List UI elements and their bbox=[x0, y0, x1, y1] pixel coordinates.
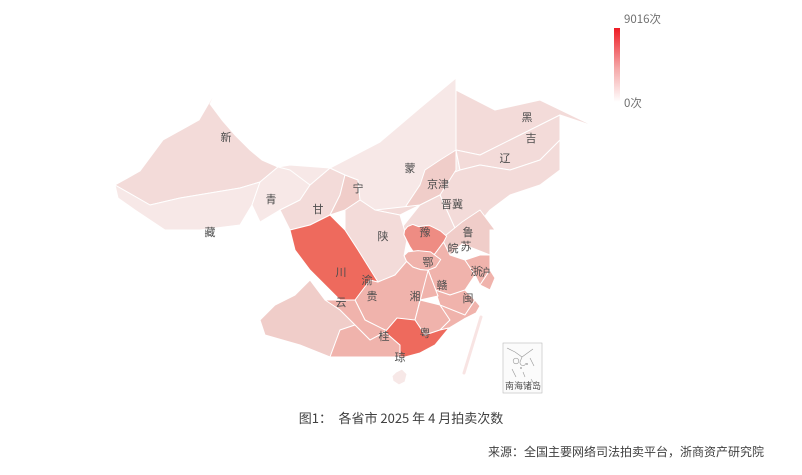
svg-text:青: 青 bbox=[266, 191, 277, 207]
svg-text:闽: 闽 bbox=[463, 290, 474, 306]
svg-text:粤: 粤 bbox=[420, 325, 431, 341]
svg-text:吉: 吉 bbox=[526, 130, 537, 146]
svg-text:黑: 黑 bbox=[522, 109, 533, 125]
svg-text:豫: 豫 bbox=[420, 224, 431, 240]
svg-text:渝: 渝 bbox=[362, 272, 373, 288]
svg-text:晋冀: 晋冀 bbox=[441, 196, 463, 212]
svg-text:京津: 京津 bbox=[427, 176, 449, 192]
svg-text:琼: 琼 bbox=[395, 349, 406, 365]
svg-text:云: 云 bbox=[336, 294, 347, 310]
svg-text:辽: 辽 bbox=[500, 150, 511, 166]
svg-text:陕: 陕 bbox=[378, 228, 389, 244]
svg-text:赣: 赣 bbox=[437, 277, 448, 293]
svg-text:甘: 甘 bbox=[313, 201, 324, 217]
svg-text:新: 新 bbox=[221, 129, 232, 145]
svg-text:0次: 0次 bbox=[624, 95, 642, 111]
svg-text:南海诸岛: 南海诸岛 bbox=[505, 379, 541, 392]
svg-text:湘: 湘 bbox=[410, 288, 421, 304]
svg-text:宁: 宁 bbox=[353, 180, 364, 196]
svg-text:9016次: 9016次 bbox=[624, 11, 662, 27]
svg-text:桂: 桂 bbox=[379, 328, 390, 344]
svg-text:贵: 贵 bbox=[367, 288, 378, 304]
svg-text:川: 川 bbox=[336, 264, 347, 280]
svg-text:浙: 浙 bbox=[471, 263, 482, 279]
svg-text:苏: 苏 bbox=[461, 238, 472, 254]
svg-text:鄂: 鄂 bbox=[423, 254, 434, 270]
svg-text:皖: 皖 bbox=[448, 240, 459, 256]
svg-text:藏: 藏 bbox=[205, 224, 216, 240]
svg-text:蒙: 蒙 bbox=[405, 160, 416, 176]
